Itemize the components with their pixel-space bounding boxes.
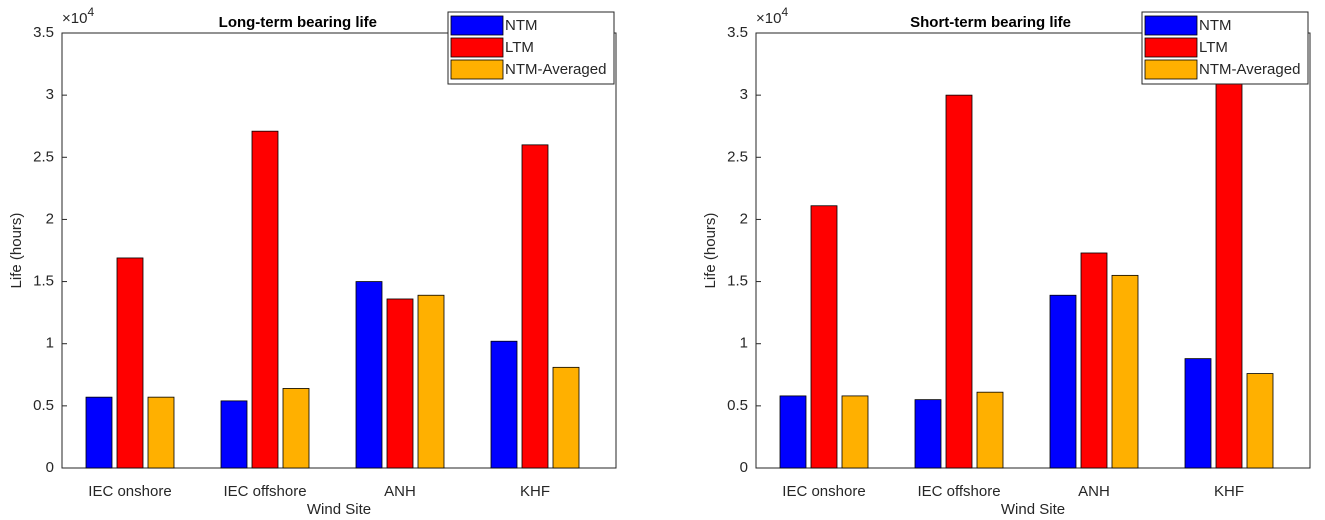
bar	[521, 144, 549, 469]
x-tick-label: KHF	[520, 483, 550, 500]
x-tick-label: KHF	[1214, 483, 1244, 500]
multiplier-exp: 4	[87, 5, 94, 19]
multiplier-base: ×10	[62, 10, 87, 27]
legend-label: NTM	[1199, 17, 1232, 34]
x-tick-label: ANH	[384, 483, 416, 500]
y-tick-label: 3.5	[33, 24, 54, 41]
y-tick-label: 1.5	[727, 273, 748, 290]
y-tick-label: 1	[740, 335, 748, 352]
chart-title: Short-term bearing life	[910, 14, 1071, 31]
bar	[1080, 252, 1108, 469]
x-tick-label: IEC offshore	[223, 483, 306, 500]
bar	[1111, 274, 1139, 469]
y-tick-label: 2	[46, 210, 54, 227]
legend-swatch	[1144, 59, 1198, 80]
x-tick-label: ANH	[1078, 483, 1110, 500]
x-axis-label: Wind Site	[307, 501, 371, 518]
axis-multiplier: ×104	[756, 5, 788, 27]
bar	[1246, 373, 1274, 469]
y-tick-label: 0	[740, 459, 748, 476]
x-tick-label: IEC offshore	[917, 483, 1000, 500]
legend-swatch	[1144, 15, 1198, 36]
chart: 0 0.5 1 1.5 2 2.5 3 3.5 ×104 IEC onshore IEC offsh…	[8, 5, 617, 518]
bar	[116, 257, 144, 469]
bar	[417, 294, 445, 469]
bar	[552, 366, 580, 469]
bar	[1215, 82, 1243, 469]
y-tick-label: 1	[46, 335, 54, 352]
bar	[1184, 358, 1212, 469]
legend-swatch	[450, 59, 504, 80]
chart-title: Long-term bearing life	[219, 14, 377, 31]
legend-label: NTM-Averaged	[1199, 61, 1300, 78]
legend-label: LTM	[505, 39, 534, 56]
bar	[945, 94, 973, 469]
bar	[386, 298, 414, 469]
y-tick-label: 1.5	[33, 273, 54, 290]
y-tick-label: 3	[46, 86, 54, 103]
legend-label: NTM	[505, 17, 538, 34]
y-tick-label: 3	[740, 86, 748, 103]
bar	[810, 205, 838, 469]
multiplier-base: ×10	[756, 10, 781, 27]
legend-label: LTM	[1199, 39, 1228, 56]
legend-swatch	[450, 15, 504, 36]
plot-area	[755, 32, 1311, 469]
y-tick-label: 2.5	[33, 148, 54, 165]
y-axis-label: Life (hours)	[702, 213, 719, 289]
bar	[282, 388, 310, 469]
legend-label: NTM-Averaged	[505, 61, 606, 78]
y-tick-label: 2	[740, 210, 748, 227]
bar	[490, 340, 518, 469]
plot-area	[61, 32, 617, 469]
bar	[147, 396, 175, 469]
legend-swatch	[1144, 37, 1198, 58]
x-axis-label: Wind Site	[1001, 501, 1065, 518]
bar	[220, 400, 248, 469]
bar	[976, 391, 1004, 469]
x-tick-label: IEC onshore	[782, 483, 865, 500]
y-tick-label: 0.5	[727, 397, 748, 414]
y-tick-label: 2.5	[727, 148, 748, 165]
y-axis-label: Life (hours)	[8, 213, 25, 289]
y-tick-label: 0	[46, 459, 54, 476]
bar	[914, 399, 942, 469]
y-tick-label: 3.5	[727, 24, 748, 41]
x-tick-label: IEC onshore	[88, 483, 171, 500]
legend-swatch	[450, 37, 504, 58]
chart: 0 0.5 1 1.5 2 2.5 3 3.5 ×104 IEC onshore IEC offsh…	[702, 5, 1311, 518]
y-tick-label: 0.5	[33, 397, 54, 414]
axis-multiplier: ×104	[62, 5, 94, 27]
bar	[779, 395, 807, 469]
bar	[1049, 294, 1077, 469]
bar	[251, 130, 279, 469]
bar	[841, 395, 869, 469]
bar	[85, 396, 113, 469]
multiplier-exp: 4	[781, 5, 788, 19]
bar	[355, 281, 383, 469]
